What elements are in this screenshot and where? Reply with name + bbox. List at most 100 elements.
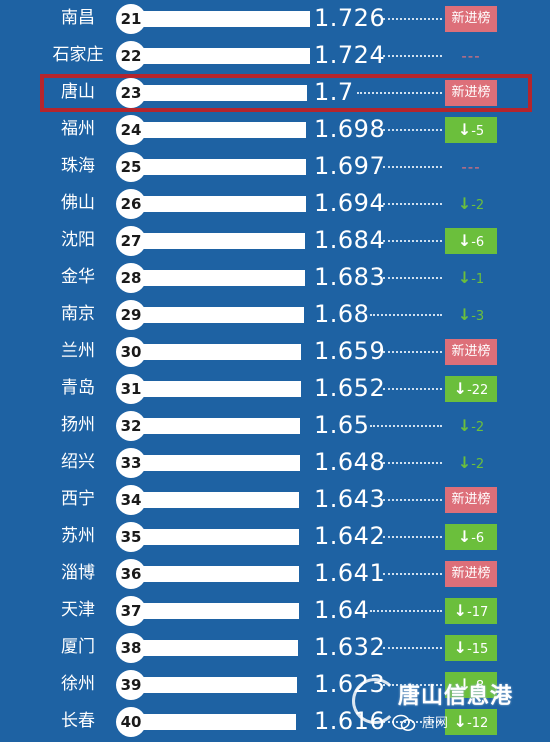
rank-drop-label: -8	[471, 679, 485, 694]
value-label: 1.642	[314, 522, 386, 550]
ranking-row: 金华 28 1.683 ↓-1	[0, 259, 550, 296]
ranking-row: 石家庄 22 1.724 ---	[0, 37, 550, 74]
ranking-row: 珠海 25 1.697 ---	[0, 148, 550, 185]
rank-badge: 30	[116, 337, 146, 367]
rank-badge: 38	[116, 633, 146, 663]
city-label: 南京	[61, 304, 95, 324]
leader-dots	[383, 462, 442, 464]
watermark-subtitle: 唐网	[422, 716, 449, 731]
city-label: 沈阳	[61, 230, 95, 250]
rank-badge: 23	[116, 78, 146, 108]
rank-drop-label: -2	[471, 198, 485, 213]
value-bar	[132, 640, 299, 656]
city-label: 淄博	[61, 563, 95, 583]
leader-dots	[383, 388, 442, 390]
value-bar	[132, 603, 300, 619]
rank-drop-badge: ↓-8	[445, 672, 497, 698]
ranking-row: 绍兴 33 1.648 ↓-2	[0, 444, 550, 481]
down-arrow-icon: ↓	[457, 416, 472, 435]
ranking-row: 苏州 35 1.642 ↓-6	[0, 518, 550, 555]
value-label: 1.694	[314, 189, 386, 217]
new-entry-badge: 新进榜	[445, 339, 497, 365]
city-label: 青岛	[61, 378, 95, 398]
ranking-row: 南京 29 1.68 ↓-3	[0, 296, 550, 333]
leader-dots	[383, 536, 442, 538]
value-label: 1.724	[314, 41, 386, 69]
leader-dots	[383, 277, 442, 279]
new-entry-badge: 新进榜	[445, 561, 497, 587]
value-bar	[132, 492, 300, 508]
rank-drop-badge: ↓-2	[445, 450, 497, 476]
no-change-mark: ---	[461, 158, 481, 176]
rank-drop-badge: ↓-6	[445, 524, 497, 550]
value-bar	[132, 122, 307, 138]
rank-drop-label: -2	[471, 457, 485, 472]
value-bar	[132, 11, 310, 27]
value-label: 1.659	[314, 337, 386, 365]
leader-dots	[383, 351, 442, 353]
city-label: 唐山	[61, 82, 95, 102]
rank-badge: 35	[116, 522, 146, 552]
wechat-icon	[392, 714, 416, 731]
down-arrow-icon: ↓	[457, 675, 472, 694]
rank-badge: 29	[116, 300, 146, 330]
leader-dots	[370, 610, 442, 612]
rank-badge: 39	[116, 670, 146, 700]
rank-drop-label: -6	[471, 531, 485, 546]
new-entry-badge: 新进榜	[445, 6, 497, 32]
value-bar	[132, 566, 300, 582]
rank-drop-label: -3	[471, 309, 485, 324]
ranking-row: 淄博 36 1.641 新进榜	[0, 555, 550, 592]
down-arrow-icon: ↓	[453, 379, 468, 398]
rank-badge: 27	[116, 226, 146, 256]
city-label: 扬州	[61, 415, 95, 435]
value-bar	[132, 677, 297, 693]
rank-badge: 24	[116, 115, 146, 145]
leader-dots	[383, 166, 442, 168]
city-label: 南昌	[61, 8, 95, 28]
value-label: 1.64	[314, 596, 370, 624]
rank-badge: 22	[116, 41, 146, 71]
value-bar	[132, 529, 300, 545]
rank-drop-label: -2	[471, 420, 485, 435]
ranking-row: 佛山 26 1.694 ↓-2	[0, 185, 550, 222]
down-arrow-icon: ↓	[453, 638, 468, 657]
city-label: 石家庄	[52, 45, 104, 65]
rank-badge: 36	[116, 559, 146, 589]
rank-drop-badge: ↓-2	[445, 413, 497, 439]
ranking-row: 青岛 31 1.652 ↓-22	[0, 370, 550, 407]
rank-badge: 28	[116, 263, 146, 293]
ranking-row: 沈阳 27 1.684 ↓-6	[0, 222, 550, 259]
leader-dots	[383, 240, 442, 242]
leader-dots	[357, 92, 442, 94]
rank-drop-badge: ↓-15	[445, 635, 497, 661]
rank-badge: 32	[116, 411, 146, 441]
rank-drop-label: -17	[467, 605, 489, 620]
city-label: 兰州	[61, 341, 95, 361]
leader-dots	[383, 499, 442, 501]
rank-drop-label: -12	[467, 716, 489, 731]
leader-dots	[383, 18, 442, 20]
rank-badge: 40	[116, 707, 146, 737]
ranking-row: 厦门 38 1.632 ↓-15	[0, 629, 550, 666]
leader-dots	[370, 314, 442, 316]
down-arrow-icon: ↓	[457, 527, 472, 546]
value-label: 1.697	[314, 152, 386, 180]
new-entry-badge: 新进榜	[445, 80, 497, 106]
city-label: 天津	[61, 600, 95, 620]
leader-dots	[383, 684, 442, 686]
rank-drop-label: -22	[467, 383, 489, 398]
value-label: 1.698	[314, 115, 386, 143]
rank-drop-badge: ↓-12	[445, 709, 497, 735]
rank-drop-badge: ↓-5	[445, 117, 497, 143]
rank-drop-badge: ↓-1	[445, 265, 497, 291]
leader-dots	[383, 573, 442, 575]
value-bar	[132, 85, 307, 101]
down-arrow-icon: ↓	[453, 601, 468, 620]
value-label: 1.726	[314, 4, 386, 32]
ranking-row: 唐山 23 1.7 新进榜	[0, 74, 550, 111]
down-arrow-icon: ↓	[457, 120, 472, 139]
city-label: 金华	[61, 267, 95, 287]
city-label: 苏州	[61, 526, 95, 546]
